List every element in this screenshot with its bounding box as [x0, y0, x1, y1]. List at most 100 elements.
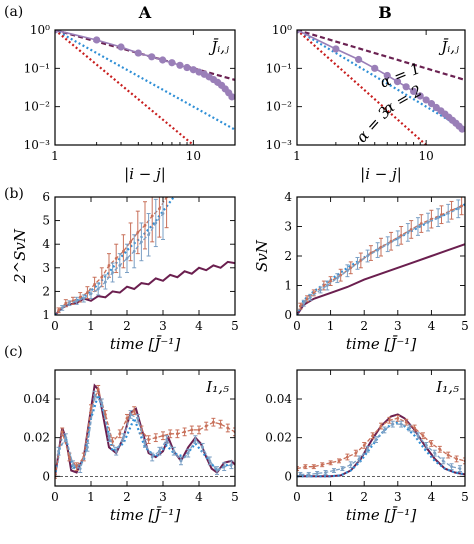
x-tick-label: 5 [461, 319, 469, 333]
x-tick-label: 4 [195, 490, 203, 504]
x-tick-label: 3 [394, 490, 402, 504]
data-point [325, 284, 329, 287]
data-point [148, 53, 156, 61]
data-point [122, 436, 125, 440]
y-axis-label: 2^SvN [11, 228, 29, 284]
data-point [89, 292, 93, 296]
plot-area [297, 413, 465, 478]
data-point [168, 432, 172, 436]
data-point [129, 240, 133, 244]
series-line-dotted [297, 30, 465, 131]
data-point [312, 465, 316, 469]
y-tick-label: 0 [284, 308, 292, 322]
axes-frame [296, 369, 466, 487]
data-point [399, 422, 403, 426]
data-point [78, 467, 82, 470]
series-line-dotted [297, 30, 428, 145]
x-tick-label: 10 [418, 149, 433, 163]
data-point [379, 245, 383, 249]
data-point [458, 467, 462, 470]
data-point [158, 207, 161, 211]
data-point [179, 459, 183, 463]
legend-label: I₁,₅ [435, 378, 459, 396]
data-point [402, 83, 410, 91]
y-tick-label: 10⁻¹ [24, 61, 50, 75]
data-point [147, 438, 151, 441]
data-point [100, 401, 104, 405]
series-line-dashed [297, 30, 465, 81]
data-point [422, 96, 430, 104]
data-point [226, 426, 230, 430]
data-point [305, 297, 309, 301]
axes-frame [54, 29, 236, 146]
data-point [143, 223, 147, 227]
data-point [64, 436, 68, 440]
alpha-annotation: α = 3 [353, 103, 394, 146]
data-point [132, 249, 136, 253]
data-point [111, 440, 114, 443]
series-errorbar-line [300, 423, 461, 476]
y-axis-label: SvN [253, 239, 271, 272]
legend-label: I₁,₅ [205, 378, 229, 396]
data-point [136, 231, 140, 234]
data-point [322, 284, 326, 287]
data-point [117, 43, 125, 51]
data-point [433, 451, 437, 455]
data-point [302, 301, 306, 305]
data-point [86, 445, 89, 449]
data-point [55, 30, 59, 34]
data-point [147, 233, 151, 237]
data-point [107, 264, 111, 267]
data-point [89, 407, 93, 411]
data-point [60, 306, 64, 310]
y-tick-label: 0.04 [23, 392, 50, 406]
data-point [104, 280, 107, 284]
x-tick-label: 5 [461, 490, 469, 504]
y-tick-label: 6 [42, 190, 50, 204]
x-axis-label: time [J̄⁻¹] [346, 506, 416, 524]
data-point [204, 424, 208, 428]
x-tick-label: 4 [195, 319, 203, 333]
data-point [208, 459, 212, 463]
data-point [424, 444, 428, 447]
plot-area [297, 30, 465, 145]
y-tick-label: 10⁻² [24, 100, 51, 114]
data-point [93, 393, 96, 397]
legend-label: J̄ᵢ,ⱼ [438, 38, 459, 56]
data-point [57, 449, 60, 453]
data-point [64, 301, 68, 305]
data-point [436, 216, 440, 220]
x-tick-label: 5 [231, 319, 239, 333]
data-point [332, 469, 336, 472]
y-tick-label: 0.04 [265, 392, 292, 406]
data-point [332, 45, 340, 53]
panel-label-b: (b) [4, 186, 24, 202]
data-point [357, 457, 361, 461]
data-point [441, 459, 445, 463]
x-tick-label: 2 [123, 490, 131, 504]
x-axis-label: |i − j| [124, 165, 166, 183]
data-point [374, 438, 378, 441]
y-tick-label: 2 [42, 284, 50, 298]
data-point [354, 451, 358, 455]
data-point [68, 455, 71, 459]
data-point [421, 434, 425, 438]
data-point [161, 434, 165, 438]
data-point [215, 469, 219, 472]
data-point [222, 465, 226, 469]
data-point [190, 428, 194, 432]
data-point [391, 422, 395, 426]
data-point [125, 416, 129, 420]
y-tick-label: 4 [42, 237, 50, 251]
data-point [165, 438, 169, 441]
plot-area [297, 197, 465, 315]
data-point [362, 444, 366, 447]
data-point [114, 256, 118, 260]
y-tick-label: 10⁰ [272, 23, 292, 37]
data-point [340, 467, 344, 470]
x-tick-label: 2 [360, 490, 368, 504]
x-tick-label: 1 [293, 149, 301, 163]
data-point [158, 449, 161, 453]
x-axis-label: time [J̄⁻¹] [346, 335, 416, 353]
